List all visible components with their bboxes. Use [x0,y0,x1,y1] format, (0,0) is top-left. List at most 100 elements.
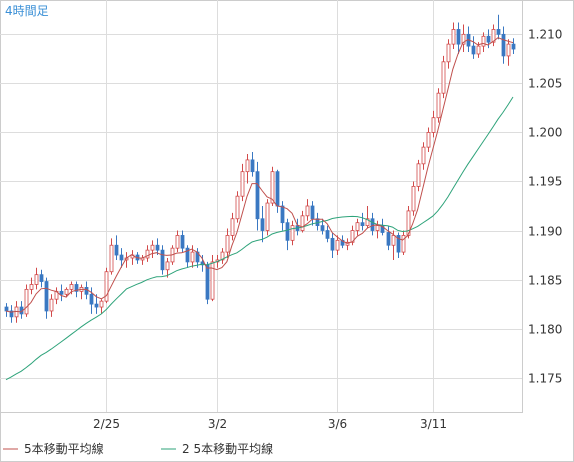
candle-up [506,39,511,66]
candle-up [24,284,29,317]
candle-body [501,33,506,57]
legend: 5本移動平均線 2 5本移動平均線 [3,441,273,456]
candle-body [94,303,99,308]
candle-down [9,305,14,323]
candle-down [180,230,185,253]
candle-body [255,171,260,220]
candle-body [305,205,310,217]
candle-body [64,288,69,295]
candle-body [275,171,280,207]
candle-body [285,222,290,241]
candle-up [461,24,466,52]
candle-body [310,205,315,220]
candle-up [34,267,39,290]
candle-down [340,235,345,249]
candle-body [29,284,34,290]
candle-body [245,159,250,173]
candle-body [190,251,195,263]
y-tick-label: 1.205 [528,77,562,91]
x-tick-label: 2/25 [93,417,120,431]
candle-body [506,43,511,57]
candle-body [446,43,451,63]
candle-down [44,277,49,319]
candle-body [34,274,39,285]
candle-body [235,195,240,220]
y-tick-label: 1.210 [528,28,562,42]
candle-up [305,199,310,221]
candle-up [481,32,486,52]
candle-body [396,235,401,253]
candle-body [375,225,380,231]
candle-up [375,220,380,239]
candle-body [411,185,416,212]
candle-up [150,240,155,258]
candle-up [416,159,421,192]
candle-body [300,215,305,231]
candle-down [250,152,255,177]
candle-up [220,248,225,264]
candle-down [114,235,119,260]
candle-body [350,230,355,243]
candle-body [9,310,14,318]
candle-up [491,24,496,47]
legend-label-ma5: 5本移動平均線 [24,441,104,456]
candle-down [74,281,79,298]
candle-body [114,244,119,256]
candle-body [225,235,230,253]
y-tick-label: 1.180 [528,323,562,337]
candle-body [145,249,150,259]
candle-down [89,287,94,314]
candle-up [109,238,114,275]
candle-body [431,117,436,133]
candle-up [436,88,441,123]
candle-up [401,230,406,256]
candle-body [335,239,340,251]
candle-up [29,277,34,295]
candle-body [406,210,411,236]
candle-down [386,225,391,251]
candle-down [501,26,506,64]
candle-body [386,232,391,246]
candle-up [421,142,426,170]
candle-body [280,205,285,224]
candle-down [255,161,260,231]
candle-down [456,22,461,54]
candle-up [355,218,360,236]
candle-body [99,300,104,308]
candle-body [24,288,29,315]
candle-body [330,237,335,251]
candle-up [265,199,270,236]
candle-body [426,132,431,148]
candle-down [280,201,285,231]
candle-down [119,248,124,268]
candle-up [335,235,340,256]
candle-body [150,244,155,251]
candle-body [370,218,375,231]
candle-up [451,22,456,50]
candle-body [270,171,275,204]
y-tick-label: 1.190 [528,225,562,239]
candle-body [360,222,365,227]
candle-body [4,306,9,312]
ma25-line [5,96,514,381]
candle-up [441,55,446,99]
y-tick-label: 1.200 [528,126,562,140]
candle-body [165,261,170,271]
candle-body [365,218,370,227]
candle-up [446,39,451,69]
candle-up [165,257,170,278]
candle-body [260,218,265,231]
candle-body [69,284,74,290]
candle-body [486,35,491,43]
candle-body [180,235,185,249]
timeframe-label: 4時間足 [5,4,49,18]
x-tick-label: 3/11 [420,417,447,431]
candle-down [185,245,190,268]
candle-down [496,14,501,40]
candle-body [220,251,225,261]
candle-body [155,244,160,251]
candle-up [99,299,104,314]
candle-body [481,35,486,47]
candle-down [285,218,290,251]
